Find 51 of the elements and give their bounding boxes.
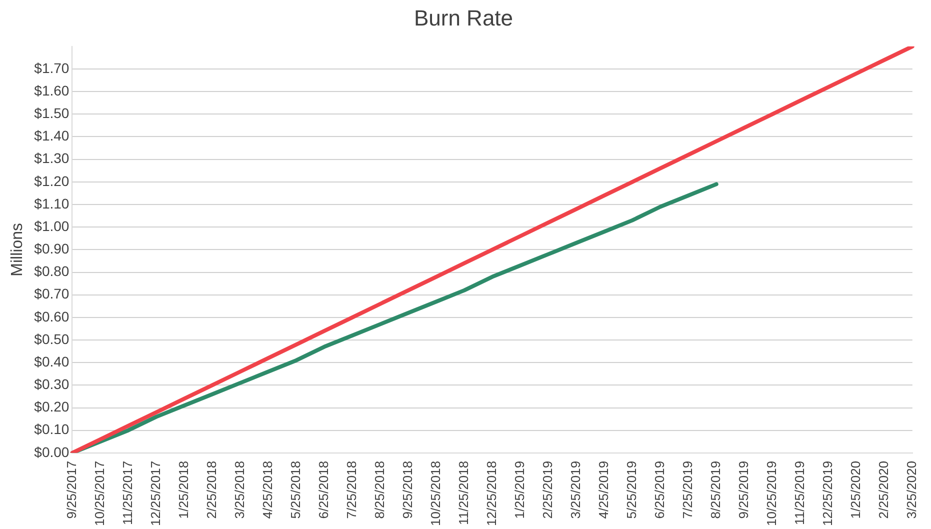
x-tick-label: 11/25/2017 bbox=[120, 460, 135, 526]
x-tick-label: 7/25/2018 bbox=[344, 460, 359, 519]
x-tick-label: 6/25/2019 bbox=[652, 460, 667, 519]
x-tick-label: 10/25/2018 bbox=[428, 460, 443, 526]
y-tick-label: $1.50 bbox=[34, 105, 70, 122]
x-tick-label: 8/25/2018 bbox=[372, 460, 387, 519]
x-tick-label: 3/25/2018 bbox=[232, 460, 247, 519]
y-tick-label: $1.70 bbox=[34, 60, 70, 76]
y-tick-label: $1.40 bbox=[34, 128, 70, 144]
x-tick-label: 10/25/2017 bbox=[92, 460, 107, 526]
y-tick-label: $0.00 bbox=[34, 444, 70, 460]
y-axis-title: Millions bbox=[9, 222, 26, 276]
x-tick-label: 5/25/2018 bbox=[288, 460, 303, 519]
y-tick-label: $1.20 bbox=[34, 172, 70, 189]
x-tick-label: 4/25/2018 bbox=[260, 460, 275, 519]
x-tick-label: 5/25/2019 bbox=[624, 460, 639, 519]
y-tick-label: $0.40 bbox=[34, 353, 70, 370]
x-tick-label: 9/25/2019 bbox=[736, 460, 751, 519]
x-tick-label: 7/25/2019 bbox=[680, 460, 695, 519]
y-tick-label: $1.60 bbox=[34, 82, 70, 98]
x-tick-label: 8/25/2019 bbox=[708, 460, 723, 519]
x-tick-label: 12/25/2017 bbox=[148, 460, 163, 526]
y-tick-label: $0.20 bbox=[34, 398, 70, 415]
x-tick-label: 1/25/2019 bbox=[512, 460, 527, 519]
y-tick-label: $0.70 bbox=[34, 286, 70, 302]
y-tick-label: $1.10 bbox=[34, 195, 70, 212]
x-tick-label: 10/25/2019 bbox=[764, 460, 779, 526]
x-tick-label: 4/25/2019 bbox=[596, 460, 611, 519]
chart-title: Burn Rate bbox=[414, 5, 514, 30]
x-tick-label: 12/25/2018 bbox=[484, 460, 499, 526]
x-tick-label: 2/25/2020 bbox=[876, 460, 891, 519]
x-tick-label: 9/25/2018 bbox=[400, 460, 415, 519]
x-tick-label: 3/25/2020 bbox=[904, 460, 919, 519]
x-tick-label: 2/25/2019 bbox=[540, 460, 555, 519]
y-tick-label: $0.50 bbox=[34, 330, 70, 347]
x-tick-label: 3/25/2019 bbox=[568, 460, 583, 519]
y-tick-label: $1.30 bbox=[34, 150, 70, 166]
y-tick-label: $0.30 bbox=[34, 376, 70, 392]
x-tick-label: 12/25/2019 bbox=[820, 460, 835, 526]
y-tick-label: $0.10 bbox=[34, 421, 70, 438]
x-tick-label: 6/25/2018 bbox=[316, 460, 331, 519]
x-tick-label: 1/25/2020 bbox=[848, 460, 863, 519]
y-tick-label: $1.00 bbox=[34, 218, 70, 234]
x-tick-label: 11/25/2018 bbox=[456, 460, 471, 526]
y-tick-label: $0.80 bbox=[34, 263, 70, 280]
y-tick-label: $0.60 bbox=[34, 308, 70, 324]
x-tick-label: 11/25/2019 bbox=[792, 460, 807, 526]
x-tick-label: 2/25/2018 bbox=[204, 460, 219, 519]
x-tick-label: 1/25/2018 bbox=[176, 460, 191, 519]
y-tick-label: $0.90 bbox=[34, 240, 70, 257]
x-tick-label: 9/25/2017 bbox=[64, 460, 79, 519]
